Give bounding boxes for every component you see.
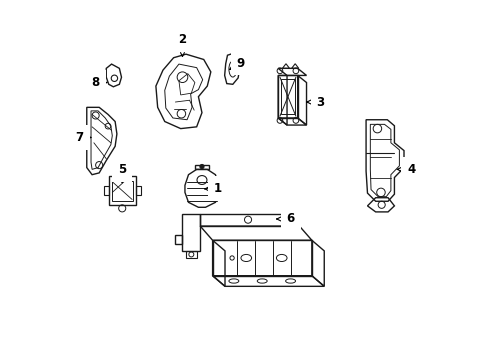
Text: 9: 9	[229, 57, 244, 69]
Text: 1: 1	[204, 183, 222, 195]
Circle shape	[200, 165, 203, 168]
Text: 7: 7	[76, 131, 91, 144]
Text: 5: 5	[118, 163, 126, 183]
Text: 2: 2	[178, 33, 186, 57]
Text: 3: 3	[306, 95, 324, 108]
Text: 8: 8	[91, 76, 106, 89]
Text: 4: 4	[397, 163, 414, 176]
Text: 6: 6	[276, 212, 294, 225]
